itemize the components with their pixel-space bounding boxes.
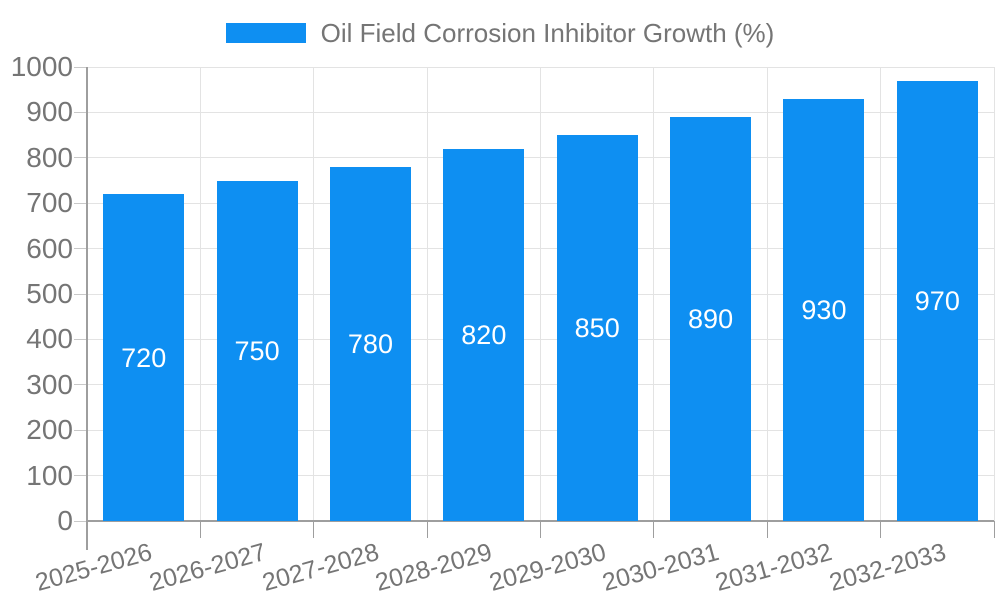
legend-swatch bbox=[225, 23, 306, 43]
v-gridline bbox=[426, 67, 428, 521]
bar-value-label: 720 bbox=[121, 342, 167, 373]
bar-value-label: 820 bbox=[461, 319, 507, 350]
v-gridline bbox=[540, 67, 541, 521]
legend-label: Oil Field Corrosion Inhibitor Growth (%) bbox=[320, 18, 775, 48]
bar[interactable] bbox=[103, 194, 185, 521]
x-axis-tick bbox=[653, 521, 655, 538]
x-axis-label: 2027-2028 bbox=[259, 538, 382, 597]
y-axis-label: 500 bbox=[26, 278, 73, 309]
x-axis-label: 2029-2030 bbox=[485, 538, 609, 597]
x-axis-tick bbox=[313, 521, 315, 538]
y-axis-tick bbox=[74, 111, 87, 113]
y-axis-label: 1000 bbox=[10, 51, 73, 82]
x-axis-tick bbox=[540, 521, 541, 538]
chart-legend[interactable]: Oil Field Corrosion Inhibitor Growth (%) bbox=[0, 18, 1000, 48]
x-axis-label: 2026-2027 bbox=[145, 538, 269, 597]
y-axis-label: 300 bbox=[26, 368, 73, 400]
x-axis-tick bbox=[993, 521, 995, 538]
bar-value-label: 850 bbox=[574, 313, 620, 344]
y-axis-tick bbox=[74, 520, 87, 522]
y-axis-tick bbox=[74, 293, 87, 295]
y-axis-label: 0 bbox=[57, 505, 73, 536]
y-axis-tick bbox=[74, 157, 87, 159]
y-axis-label: 200 bbox=[26, 414, 73, 446]
v-gridline bbox=[653, 67, 655, 521]
x-axis-label: 2025-2026 bbox=[32, 538, 156, 597]
bar-value-label: 970 bbox=[914, 285, 960, 316]
y-axis-tick bbox=[74, 384, 87, 386]
v-gridline bbox=[313, 67, 315, 521]
bar-value-label: 750 bbox=[234, 335, 280, 366]
x-axis-label: 2028-2029 bbox=[372, 538, 496, 597]
bar-value-label: 890 bbox=[688, 303, 734, 334]
y-axis-tick bbox=[74, 202, 87, 204]
bar[interactable] bbox=[896, 80, 978, 521]
bar[interactable] bbox=[443, 148, 525, 521]
bar[interactable] bbox=[556, 135, 638, 521]
y-axis-tick bbox=[74, 248, 87, 250]
x-axis-label: 2031-2032 bbox=[712, 538, 836, 597]
y-axis-tick bbox=[74, 338, 87, 340]
y-axis-label: 400 bbox=[26, 323, 73, 355]
x-axis-tick bbox=[766, 521, 768, 538]
bar[interactable] bbox=[329, 166, 411, 521]
v-gridline bbox=[766, 67, 768, 521]
x-axis-label: 2032-2033 bbox=[826, 538, 949, 597]
y-axis-tick bbox=[74, 475, 87, 477]
bar-value-label: 780 bbox=[347, 328, 393, 359]
x-axis-tick bbox=[426, 521, 428, 538]
x-axis-tick bbox=[199, 521, 201, 538]
v-gridline bbox=[880, 67, 882, 521]
y-axis-tick bbox=[74, 66, 87, 68]
v-gridline bbox=[993, 67, 995, 521]
bar[interactable] bbox=[216, 180, 298, 521]
v-gridline bbox=[199, 67, 201, 521]
bar-value-label: 930 bbox=[801, 294, 847, 325]
y-axis-label: 800 bbox=[26, 141, 73, 173]
y-axis-label: 700 bbox=[26, 187, 73, 219]
y-axis-label: 100 bbox=[26, 459, 73, 491]
y-axis-line bbox=[86, 67, 88, 550]
bar[interactable] bbox=[670, 116, 752, 521]
y-axis-tick bbox=[74, 429, 87, 431]
bar[interactable] bbox=[783, 98, 865, 521]
y-axis-label: 900 bbox=[26, 96, 73, 128]
x-axis-label: 2030-2031 bbox=[599, 538, 723, 597]
x-axis-tick bbox=[880, 521, 882, 538]
y-axis-label: 600 bbox=[26, 232, 73, 264]
